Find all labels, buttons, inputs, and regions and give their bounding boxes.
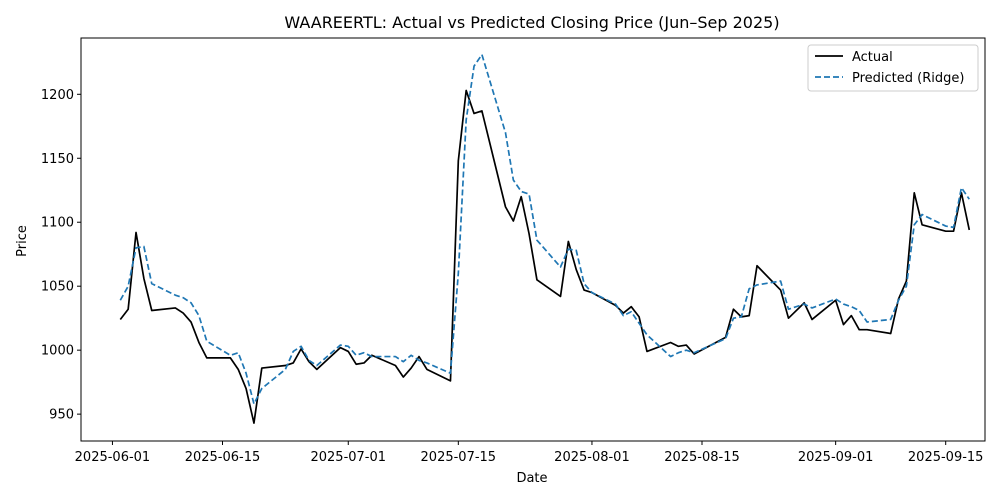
x-tick-label: 2025-06-15 [185,450,261,465]
axis-ticks: 2025-06-01 2025-06-15 2025-07-01 2025-07-15… [41,88,984,465]
series-line-actual [119,89,971,424]
y-axis-label: Price [15,225,30,257]
x-axis-label: Date [516,471,547,486]
plot-frame [80,37,986,442]
series-lines [119,53,971,424]
y-tick-label: 1200 [41,88,74,103]
y-tick-label: 1150 [41,152,74,167]
y-tick-label: 950 [49,408,74,423]
x-tick-label: 2025-07-15 [421,450,497,465]
x-tick-label: 2025-08-15 [664,450,740,465]
y-tick-label: 1050 [41,280,74,295]
legend-label-predicted: Predicted (Ridge) [852,71,964,86]
x-tick-label: 2025-07-01 [310,450,386,465]
x-tick-label: 2025-08-01 [554,450,630,465]
x-tick-label: 2025-09-15 [908,450,984,465]
y-tick-label: 1000 [41,344,74,359]
legend-box [807,44,979,92]
chart-title: WAAREERTL: Actual vs Predicted Closing P… [284,13,779,32]
x-tick-label: 2025-06-01 [75,450,151,465]
y-tick-label: 1100 [41,216,74,231]
legend-label-actual: Actual [852,50,893,65]
legend: Actual Predicted (Ridge) [807,44,979,92]
series-line-predicted [119,53,970,405]
x-tick-label: 2025-09-01 [798,450,874,465]
